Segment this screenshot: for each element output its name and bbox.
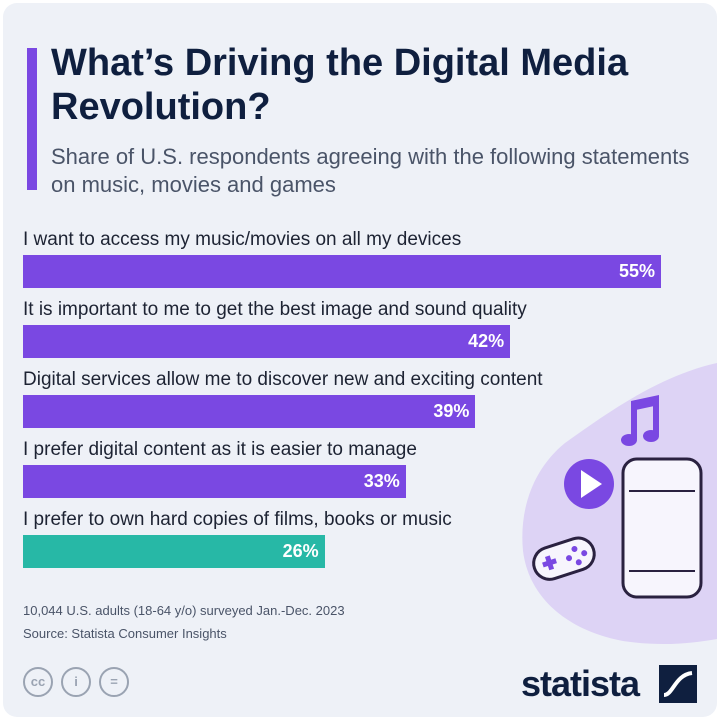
bar-value-3: 33% bbox=[363, 471, 400, 491]
source-note: Source: Statista Consumer Insights bbox=[23, 626, 227, 641]
bar-label-1: It is important to me to get the best im… bbox=[23, 299, 527, 320]
bar-label-4: I prefer to own hard copies of films, bo… bbox=[23, 509, 452, 530]
survey-note: 10,044 U.S. adults (18-64 y/o) surveyed … bbox=[23, 603, 345, 618]
title-accent-bar bbox=[27, 48, 37, 190]
brand-logo-icon[interactable] bbox=[659, 665, 697, 703]
bar-label-3: I prefer digital content as it is easier… bbox=[23, 439, 417, 460]
illustration bbox=[522, 363, 717, 645]
chart-title: What’s Driving the Digital Media Revolut… bbox=[51, 42, 629, 128]
cc-license-icon[interactable]: cc bbox=[23, 667, 53, 697]
bar-label-0: I want to access my music/movies on all … bbox=[23, 229, 462, 250]
bar-value-1: 42% bbox=[468, 331, 505, 351]
bar-value-4: 26% bbox=[282, 541, 319, 561]
bar-label-2: Digital services allow me to discover ne… bbox=[23, 369, 543, 390]
no-derivatives-icon[interactable]: = bbox=[99, 667, 129, 697]
play-icon bbox=[564, 459, 614, 509]
bar-value-2: 39% bbox=[433, 401, 470, 421]
bar-1: 42% bbox=[23, 325, 511, 358]
bar-3: 33% bbox=[23, 465, 406, 498]
gamepad-icon bbox=[532, 536, 596, 581]
bar-2: 39% bbox=[23, 395, 476, 428]
bar-value-0: 55% bbox=[618, 261, 655, 281]
brand-logo-text[interactable]: statista bbox=[520, 663, 640, 704]
smartphone-icon bbox=[621, 457, 703, 599]
bar-0: 55% bbox=[23, 255, 661, 288]
attribution-icon[interactable]: i bbox=[61, 667, 91, 697]
music-note-icon bbox=[621, 395, 659, 446]
infographic-card: What’s Driving the Digital Media Revolut… bbox=[3, 3, 717, 717]
bar-4: 26% bbox=[23, 535, 325, 568]
chart-subtitle: Share of U.S. respondents agreeing with … bbox=[51, 144, 690, 197]
